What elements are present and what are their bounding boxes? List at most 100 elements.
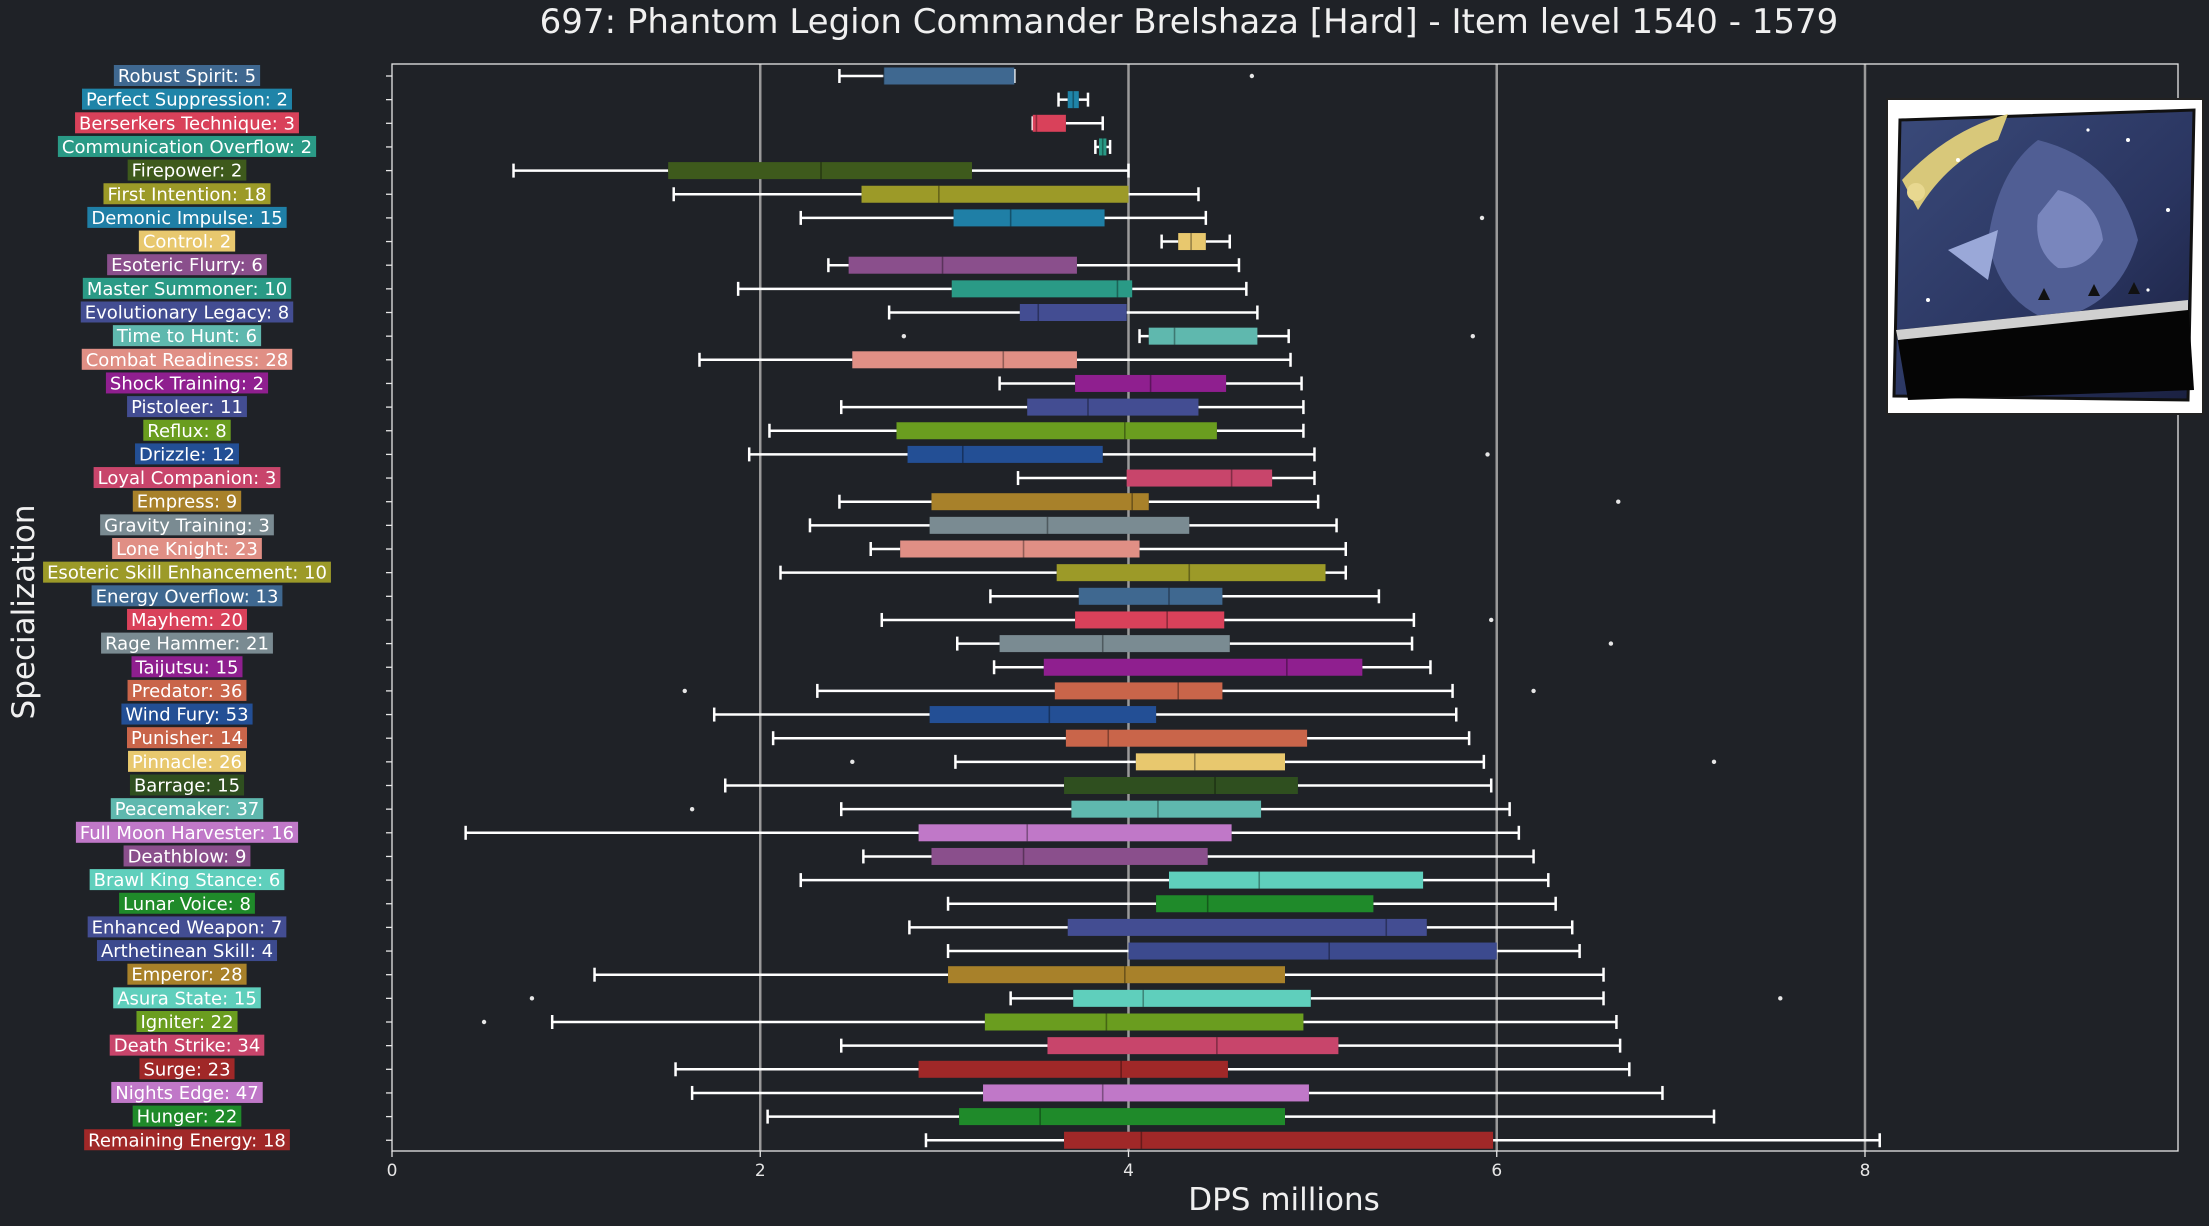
outlier-point [1616,499,1621,504]
spec-label: Time to Hunt: 6 [116,326,257,347]
box-plot [956,635,1614,653]
box-plot [992,658,1432,676]
spec-label-background [123,845,251,867]
spec-label-background [113,987,261,1009]
spec-label-background [127,727,247,749]
outlier-point [529,996,535,1001]
spec-label: Firepower: 2 [132,161,243,182]
box-plot [689,800,1511,818]
box-iqr [953,209,1105,227]
box-iqr [983,1084,1309,1102]
outlier-point [1711,759,1717,765]
spec-label-background [127,159,247,181]
spec-label: Taijutsu: 15 [135,657,239,678]
box-iqr [1178,233,1206,251]
spec-label-background [80,301,294,323]
box-plot [827,256,1241,274]
y-axis-label: Specialization [6,505,42,720]
box-plot [840,398,1305,416]
spec-label: Shock Training: 2 [110,373,264,394]
spec-label: Lunar Voice: 8 [123,894,251,915]
spec-label: Wind Fury: 53 [125,705,248,726]
spec-label: Communication Overflow: 2 [62,137,312,158]
spec-label: Enhanced Weapon: 7 [92,917,283,938]
specialization-labels: Robust Spirit: 5 Perfect Suppression: 2Be… [43,65,331,1151]
grid-lines [758,64,1867,1151]
spec-label-background [105,372,269,394]
box-plot [908,918,1574,936]
spec-label: Gravity Training: 3 [104,515,270,536]
box-iqr [929,706,1157,724]
box-plot [1160,233,1232,251]
box-iqr [1078,587,1223,605]
spec-label: Full Moon Harvester: 16 [80,823,294,844]
spec-label-background [132,490,242,512]
box-plot [698,351,1292,369]
box-plot [799,871,1550,889]
spec-label: Nights Edge: 47 [115,1083,258,1104]
spec-label-background [101,632,273,654]
box-plot [736,280,1248,298]
spec-label: Deathblow: 9 [128,846,247,867]
spec-label-background [82,277,292,299]
outlier-point [1778,996,1783,1001]
box-iqr [1099,138,1107,156]
x-tick-label: 4 [1123,1161,1134,1181]
spec-label: Berserkers Technique: 3 [79,113,295,134]
spec-label: Hunger: 22 [137,1107,238,1128]
spec-label: Lone Knight: 23 [116,539,258,560]
spec-label-background [103,183,271,205]
spec-label-background [127,396,247,418]
box-iqr [1067,91,1079,109]
spec-label: Punisher: 14 [131,728,243,749]
x-tick-label: 0 [387,1161,398,1181]
spec-label: Control: 2 [143,232,231,253]
spec-label: Robust Spirit: 5 [118,66,256,87]
box-iqr [999,635,1230,653]
box-plot [771,729,1471,747]
spec-label-background [128,750,246,772]
box-plot [766,1108,1716,1126]
spec-label: Predator: 36 [132,681,243,702]
box-plot [672,185,1200,203]
spec-label-background [89,869,285,891]
box-iqr [929,516,1190,534]
spec-label-background [127,608,247,630]
outlier-point [901,333,907,339]
spec-label: Surge: 23 [143,1059,230,1080]
box-iqr [848,256,1077,274]
plot-frame [391,63,2179,1152]
box-iqr [931,493,1149,511]
box-plot [481,1013,1618,1031]
box-iqr [1032,114,1066,132]
x-tick-label: 8 [1860,1161,1871,1181]
box-iqr [883,67,1015,85]
spec-label-background [127,963,247,985]
box-iqr [951,280,1133,298]
box-plot [1016,469,1316,487]
spec-label: Combat Readiness: 28 [86,350,289,371]
box-plot [946,895,1557,913]
x-axis-label: DPS millions [1188,1182,1380,1218]
spec-label-background [96,940,278,962]
spec-label: Pistoleer: 11 [131,397,243,418]
box-plot [768,422,1305,440]
spec-label: Esoteric Flurry: 6 [111,255,263,276]
box-plot [998,374,1303,392]
spec-label: Arthetinean Skill: 4 [101,941,273,962]
box-plot [808,516,1338,534]
box-plot [924,1131,1881,1149]
x-tick-label: 6 [1491,1161,1502,1181]
box-plot [682,682,1536,700]
box-plot [779,564,1348,582]
spec-label-background [111,1081,263,1103]
x-axis-ticks: 0 2 4 6 8 [387,1151,1871,1181]
box-iqr [1064,777,1298,794]
box-plot [799,209,1485,227]
spec-label: First Intention: 18 [107,184,266,205]
box-iqr [931,847,1208,865]
box-iqr [1156,895,1374,913]
outlier-point [1249,73,1255,79]
spec-label: Perfect Suppression: 2 [86,90,288,111]
outlier-point [682,688,687,694]
